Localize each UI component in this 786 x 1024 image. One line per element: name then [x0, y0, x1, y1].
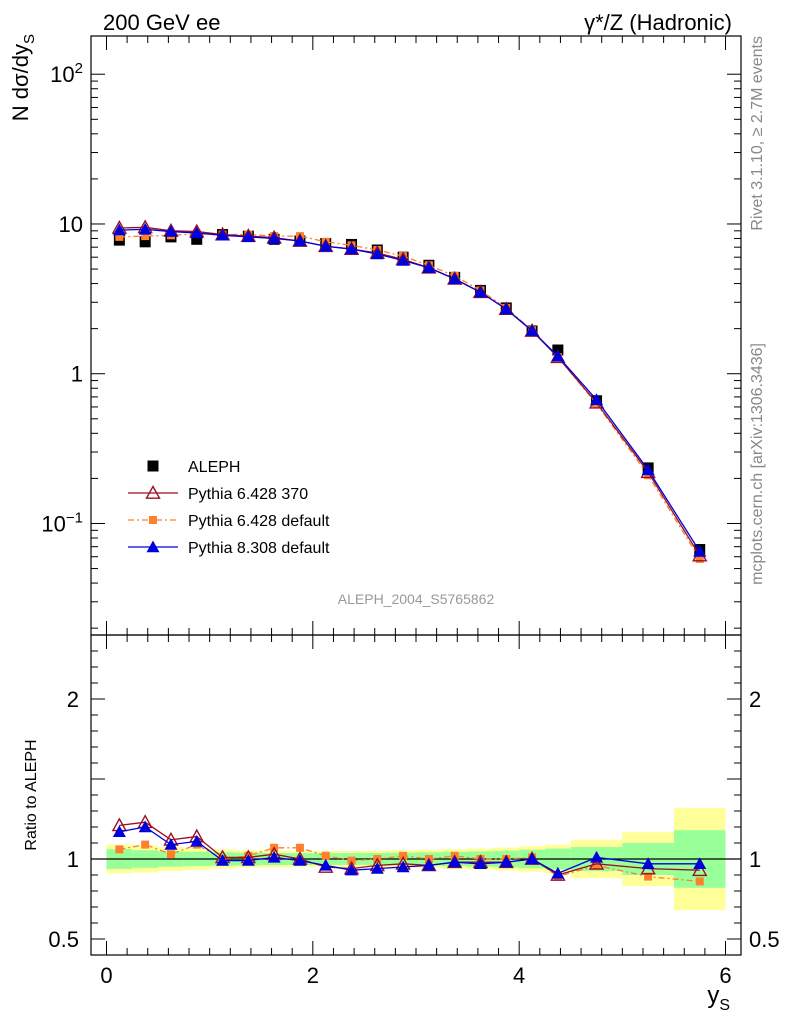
data-point-py8_default — [164, 225, 178, 237]
main-y-axis-label: N dσ/dyS — [8, 34, 38, 121]
legend-marker-py6_370 — [145, 485, 161, 499]
header-right-label: γ*/Z (Hadronic) — [584, 10, 732, 35]
data-point-py8_default — [525, 324, 539, 336]
ratio-point-py8_default — [112, 825, 126, 837]
y-tick-label: 102 — [50, 60, 83, 87]
data-point-py8_default — [293, 234, 307, 247]
series-line-py6_370 — [119, 226, 701, 556]
data-point-py6_default — [141, 232, 150, 241]
header-left-label: 200 GeV ee — [103, 10, 220, 35]
legend-label-py8_default: Pythia 8.308 default — [188, 540, 330, 557]
ratio-y-tick-label-left: 0.5 — [48, 927, 79, 952]
y-tick-label: 10−1 — [41, 509, 83, 536]
legend-marker-aleph — [147, 460, 159, 472]
data-point-py6_default — [644, 471, 653, 480]
mcplots-label: mcplots.cern.ch [arXiv:1306.3436] — [749, 343, 766, 585]
data-point-aleph — [139, 236, 151, 248]
y-tick-label: 1 — [71, 362, 83, 387]
ratio-point-py8_default — [370, 862, 384, 874]
legend-label-py6_370: Pythia 6.428 370 — [188, 486, 308, 503]
data-point-py8_default — [319, 239, 333, 252]
x-tick-label: 4 — [513, 963, 525, 988]
ratio-point-py6_default — [592, 861, 601, 870]
ratio-y-tick-label-right: 2 — [749, 687, 761, 712]
ratio-point-py6_default — [644, 872, 653, 881]
ratio-point-py6_default — [695, 877, 704, 886]
ratio-point-py8_default — [641, 857, 655, 869]
ratio-point-py6_default — [399, 851, 408, 860]
data-point-aleph — [191, 233, 203, 245]
data-point-py8_default — [499, 302, 513, 315]
data-point-py8_default — [138, 222, 152, 235]
ratio-point-py8_default — [396, 860, 410, 873]
series-line-py6_default — [119, 233, 701, 560]
ratio-point-py8_default — [138, 820, 152, 833]
ratio-point-py8_default — [345, 863, 359, 876]
y-tick-label: 10 — [59, 212, 83, 237]
data-point-py8_default — [370, 247, 384, 260]
ratio-y-axis-label: Ratio to ALEPH — [23, 739, 40, 850]
data-point-py8_default — [241, 230, 255, 243]
ratio-point-py8_default — [164, 838, 178, 850]
ratio-y-tick-label-left: 1 — [67, 847, 79, 872]
ratio-y-tick-label-right: 1 — [749, 847, 761, 872]
series-line-py8_default — [119, 228, 701, 552]
legend: ALEPH Pythia 6.428 370 Pythia 6.428 defaul… — [128, 459, 330, 557]
ratio-point-py8_default — [448, 855, 462, 868]
data-point-py6_default — [695, 554, 704, 563]
legend-label-py6_default: Pythia 6.428 default — [188, 513, 330, 530]
x-tick-label: 6 — [719, 963, 731, 988]
data-point-py6_default — [115, 232, 124, 241]
data-point-py8_default — [590, 393, 604, 405]
ratio-point-py8_default — [216, 854, 230, 866]
chart-axes: 0 2 4 6 102 10 1 10−1 2 2 1 1 0.5 0.5 N dσ/dyS Ratio to… — [8, 34, 780, 1014]
legend-marker-py8_default — [146, 540, 160, 553]
ratio-y-tick-label-left: 2 — [67, 687, 79, 712]
ratio-point-py8_default — [590, 850, 604, 863]
data-point-py8_default — [216, 228, 230, 241]
data-point-py8_default — [422, 261, 436, 273]
ratio-point-py8_default — [241, 854, 255, 866]
ratio-point-py6_default — [115, 845, 124, 854]
x-axis-label: yS — [707, 982, 730, 1014]
ratio-point-py8_default — [551, 866, 565, 879]
data-point-py8_default — [693, 544, 707, 557]
rivet-version-label: Rivet 3.1.10, ≥ 2.7M events — [749, 36, 766, 231]
data-point-py8_default — [267, 231, 281, 244]
ratio-point-py8_default — [190, 834, 204, 847]
ratio-point-py6_370 — [588, 855, 605, 870]
chart-marks — [111, 219, 708, 886]
x-tick-label: 0 — [100, 963, 112, 988]
ratio-point-py8_default — [267, 850, 281, 863]
ratio-point-py6_default — [295, 843, 304, 852]
ratio-point-py8_default — [693, 857, 707, 869]
ratio-panel-frame — [90, 634, 742, 956]
ratio-point-py6_default — [141, 840, 150, 849]
legend-label-aleph: ALEPH — [188, 459, 240, 476]
ratio-point-py8_default — [319, 858, 333, 871]
data-point-py8_default — [112, 223, 126, 236]
ratio-y-tick-label-right: 0.5 — [749, 927, 780, 952]
data-point-py8_default — [551, 349, 565, 362]
data-point-py8_default — [641, 463, 655, 476]
ratio-point-py6_default — [347, 856, 356, 865]
x-tick-label: 2 — [307, 963, 319, 988]
ratio-point-py8_default — [422, 858, 436, 871]
legend-marker-py6_default — [149, 516, 157, 524]
data-point-py8_default — [345, 242, 359, 255]
ratio-point-py8_default — [293, 854, 307, 866]
ratio-point-py6_370 — [692, 862, 708, 877]
data-point-py8_default — [190, 226, 204, 239]
ratio-point-py8_default — [499, 855, 513, 868]
ratio-point-py8_default — [525, 852, 539, 865]
data-point-py8_default — [396, 254, 410, 266]
ratio-point-py6_default — [321, 851, 330, 860]
ratio-point-py6_default — [166, 850, 175, 859]
ratio-point-py8_default — [473, 857, 487, 869]
analysis-label: ALEPH_2004_S5765862 — [338, 591, 495, 607]
data-point-py8_default — [448, 272, 462, 285]
ratio-panel-background — [91, 807, 741, 911]
data-point-py8_default — [473, 285, 487, 298]
